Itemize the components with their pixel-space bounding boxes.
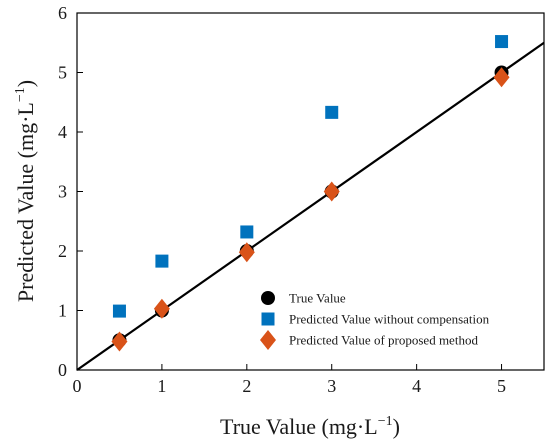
x-tick-label: 4 xyxy=(412,376,421,396)
y-axis-title-text: Predicted Value (mg·L xyxy=(13,102,38,302)
legend-label: True Value xyxy=(289,291,346,306)
x-tick-label: 5 xyxy=(497,376,506,396)
y-tick-label: 4 xyxy=(58,122,67,142)
y-tick-label: 3 xyxy=(58,182,67,202)
x-tick-label: 2 xyxy=(242,376,251,396)
x-axis-unit-exponent: −1 xyxy=(378,414,393,429)
data-point-square xyxy=(495,35,509,49)
legend-entry: True Value xyxy=(261,291,346,306)
plot-area xyxy=(76,12,545,371)
y-axis-unit-close: ) xyxy=(13,80,38,87)
series-square-points xyxy=(112,35,509,318)
x-axis-title: True Value (mg·L−1) xyxy=(220,414,400,439)
y-tick-label: 0 xyxy=(58,360,67,380)
x-axis-title-text: True Value (mg·L xyxy=(220,414,378,439)
y-tick-label: 6 xyxy=(58,3,67,23)
legend-marker-circle xyxy=(261,291,275,305)
ticks-layer: 0 1 2 3 4 5 0 1 2 3 4 5 6 xyxy=(58,3,506,396)
data-point-square xyxy=(155,254,169,268)
legend-label: Predicted Value without compensation xyxy=(289,312,490,327)
legend: True Value Predicted Value without compen… xyxy=(260,291,490,350)
legend-marker-diamond xyxy=(260,330,276,350)
x-tick-label: 0 xyxy=(73,376,82,396)
x-tick-label: 3 xyxy=(327,376,336,396)
legend-entry: Predicted Value of proposed method xyxy=(260,330,478,350)
legend-label: Predicted Value of proposed method xyxy=(289,333,478,348)
data-point-diamond xyxy=(238,242,255,263)
data-point-diamond xyxy=(153,298,170,319)
data-point-square xyxy=(325,105,339,119)
y-axis-title: Predicted Value (mg·L−1) xyxy=(13,80,38,302)
legend-marker-square xyxy=(261,312,275,326)
data-point-diamond xyxy=(493,67,510,88)
y-tick-label: 2 xyxy=(58,241,67,261)
data-point-square xyxy=(240,225,254,239)
reference-line-layer xyxy=(76,41,545,371)
x-tick-label: 1 xyxy=(157,376,166,396)
identity-line xyxy=(76,41,545,371)
data-point-square xyxy=(112,304,126,318)
y-axis-unit-exponent: −1 xyxy=(13,87,28,102)
x-axis-unit-close: ) xyxy=(393,414,400,439)
data-point-diamond xyxy=(111,331,128,352)
marks-layer xyxy=(111,35,510,352)
legend-entry: Predicted Value without compensation xyxy=(261,312,490,327)
data-point-diamond xyxy=(323,181,340,202)
y-tick-label: 1 xyxy=(58,301,67,321)
series-diamond-points xyxy=(111,67,510,352)
y-tick-label: 5 xyxy=(58,63,67,83)
